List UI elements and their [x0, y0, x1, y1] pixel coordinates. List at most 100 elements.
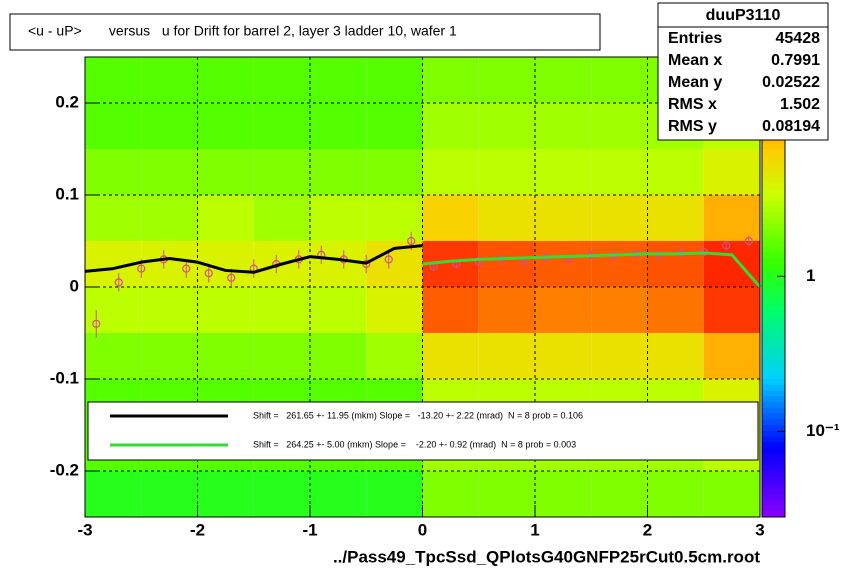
- legend-box: [87, 401, 759, 461]
- palette-cell: [762, 453, 785, 460]
- stats-value: 45428: [776, 30, 821, 47]
- heat-cell: [253, 57, 310, 103]
- x-tick-label: 1: [530, 520, 539, 539]
- palette-cell: [762, 471, 785, 478]
- palette-cell: [762, 212, 785, 219]
- heat-cell: [141, 471, 198, 517]
- heat-cell: [310, 149, 367, 195]
- palette-cell: [762, 223, 785, 230]
- heat-cell: [703, 149, 760, 195]
- palette-cell: [762, 183, 785, 190]
- heat-cell: [85, 57, 142, 103]
- palette-cell: [762, 143, 785, 150]
- profile-point: [92, 319, 101, 328]
- heat-cell: [366, 103, 423, 149]
- heat-cell: [535, 333, 592, 379]
- heat-cell: [535, 149, 592, 195]
- palette-cell: [762, 402, 785, 409]
- palette-cell: [762, 419, 785, 426]
- heat-cell: [253, 471, 310, 517]
- heat-cell: [310, 287, 367, 333]
- palette-cell: [762, 425, 785, 432]
- heat-cell: [310, 103, 367, 149]
- palette-cell: [762, 310, 785, 317]
- stats-title: duuP3110: [706, 7, 781, 24]
- heat-cell: [591, 241, 648, 287]
- y-tick-label: -0.2: [50, 460, 79, 479]
- fit-curve: [84, 244, 423, 274]
- heat-cell: [197, 57, 254, 103]
- palette-cell: [762, 338, 785, 345]
- palette-cell: [762, 505, 785, 512]
- profile-point: [182, 264, 191, 273]
- palette-cell: [762, 235, 785, 242]
- heat-cell: [253, 287, 310, 333]
- heat-cell: [141, 195, 198, 241]
- palette-cell: [762, 137, 785, 144]
- palette-cell: [762, 413, 785, 420]
- palette-cell: [762, 499, 785, 506]
- palette-cell: [762, 356, 785, 363]
- palette-cell: [762, 476, 785, 483]
- palette-cell: [762, 482, 785, 489]
- heat-cell: [366, 195, 423, 241]
- x-tick-label: 0: [418, 520, 427, 539]
- stats-label: RMS x: [668, 96, 717, 113]
- palette-cell: [762, 304, 785, 311]
- palette-cell: [762, 488, 785, 495]
- z-tick-label: 1: [806, 266, 815, 285]
- palette-cell: [762, 465, 785, 472]
- palette-cell: [762, 154, 785, 161]
- fit-curve: [422, 251, 762, 288]
- palette-cell: [762, 442, 785, 449]
- heat-cell: [422, 287, 479, 333]
- heat-cell: [535, 287, 592, 333]
- heat-cell: [253, 195, 310, 241]
- y-tick-label: 0: [70, 276, 79, 295]
- palette-cell: [762, 298, 785, 305]
- heat-cell: [85, 333, 142, 379]
- heat-cell: [591, 471, 648, 517]
- y-tick-label: 0.2: [55, 92, 79, 111]
- palette-cell: [762, 149, 785, 156]
- heat-cell: [591, 195, 648, 241]
- heat-cell: [85, 149, 142, 195]
- heat-cell: [478, 287, 535, 333]
- heat-cell: [647, 471, 704, 517]
- heat-cell: [591, 287, 648, 333]
- palette-cell: [762, 390, 785, 397]
- heat-cell: [703, 241, 760, 287]
- heat-cell: [141, 241, 198, 287]
- palette-cell: [762, 327, 785, 334]
- stats-label: RMS y: [668, 118, 717, 135]
- heat-cell: [197, 471, 254, 517]
- heat-cell: [703, 471, 760, 517]
- palette-cell: [762, 407, 785, 414]
- heat-cell: [478, 333, 535, 379]
- profile-point: [137, 264, 146, 273]
- profile-point: [744, 236, 753, 246]
- heat-cell: [647, 195, 704, 241]
- palette-cell: [762, 321, 785, 328]
- heat-cell: [141, 287, 198, 333]
- stats-value: 0.02522: [762, 74, 820, 91]
- heat-cell: [535, 195, 592, 241]
- palette-cell: [762, 494, 785, 501]
- palette-cell: [762, 350, 785, 357]
- palette-cell: [762, 166, 785, 173]
- z-tick-label: 10⁻¹: [806, 421, 840, 440]
- heat-cell: [478, 149, 535, 195]
- palette-cell: [762, 275, 785, 282]
- palette-cell: [762, 258, 785, 265]
- profile-point: [384, 255, 393, 264]
- palette-cell: [762, 252, 785, 259]
- heat-cell: [197, 333, 254, 379]
- heat-cell: [141, 103, 198, 149]
- palette-cell: [762, 367, 785, 374]
- heat-cell: [197, 149, 254, 195]
- heat-cell: [310, 57, 367, 103]
- heat-cell: [422, 195, 479, 241]
- palette-cell: [762, 229, 785, 236]
- heat-cell: [422, 471, 479, 517]
